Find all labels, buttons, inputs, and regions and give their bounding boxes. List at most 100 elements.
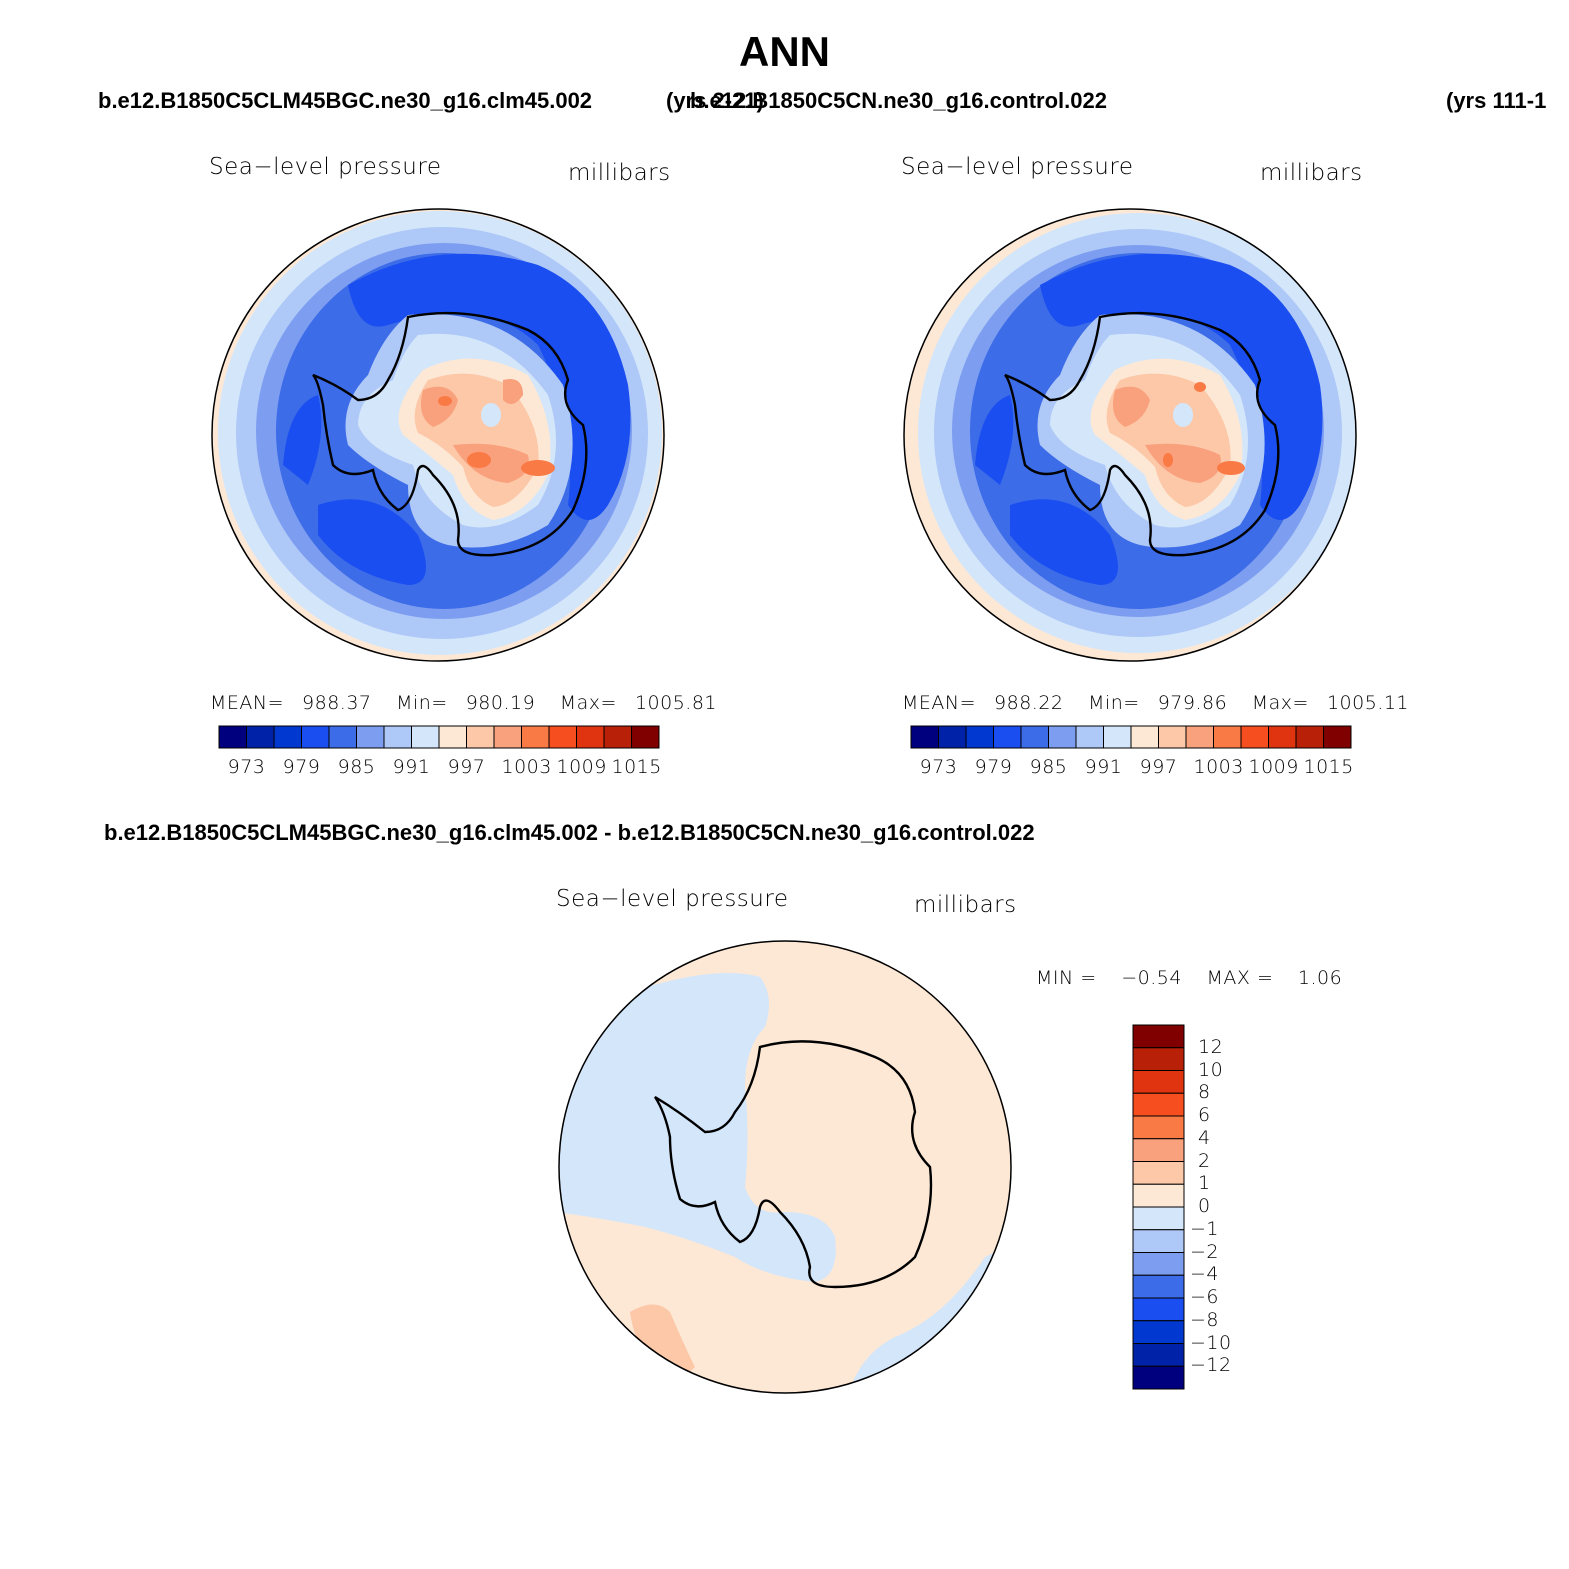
years-label-right: (yrs 111-1 xyxy=(1446,88,1547,113)
colorbar-right-swatch xyxy=(1213,725,1242,749)
colorbar-diff-swatch xyxy=(1132,1320,1185,1344)
min-value-right: 979.86 xyxy=(1157,692,1228,714)
colorbar-diff-swatch xyxy=(1132,1274,1185,1299)
colorbar-left-tick-label: 997 xyxy=(447,756,486,778)
colorbar-diff xyxy=(1132,1024,1185,1390)
colorbar-right-swatch xyxy=(993,725,1022,749)
colorbar-right-tick-label: 1003 xyxy=(1193,756,1244,778)
colorbar-labels-diff: 12 10 8 6 4 2 1 0 −1 −2 −4 −6 −8 −10 −12 xyxy=(1190,1023,1250,1391)
colorbar-diff-tick-label: 6 xyxy=(1198,1104,1211,1126)
case-label-right: b.e12.B1850C5CN.ne30_g16.control.022 xyxy=(690,88,1107,113)
colorbar-right-swatch xyxy=(1130,725,1159,749)
colorbar-left-swatch xyxy=(356,725,385,749)
slp-map-left xyxy=(211,208,665,662)
colorbar-left-tick-label: 1003 xyxy=(501,756,552,778)
slp-diff-map xyxy=(558,940,1012,1394)
colorbar-left-swatch xyxy=(438,725,467,749)
colorbar-right-tick-label: 979 xyxy=(974,756,1013,778)
diff-max-label: MAX = xyxy=(1206,967,1274,989)
colorbar-right-tick-label: 973 xyxy=(919,756,958,778)
colorbar-left-swatch xyxy=(411,725,440,749)
colorbar-right-swatch xyxy=(1240,725,1269,749)
colorbar-right-swatch xyxy=(1103,725,1132,749)
colorbar-left-swatch xyxy=(383,725,412,749)
colorbar-diff-swatch xyxy=(1132,1138,1185,1162)
diff-max-value: 1.06 xyxy=(1297,967,1343,989)
colorbar-left-swatch xyxy=(246,725,275,749)
colorbar-diff-tick-label: −8 xyxy=(1190,1308,1220,1331)
colorbar-diff-tick-label: 10 xyxy=(1198,1058,1224,1081)
units-label-right: millibars xyxy=(1260,160,1363,186)
colorbar-diff-swatch xyxy=(1132,1365,1185,1390)
colorbar-right-swatch xyxy=(1075,725,1104,749)
slp-map-right xyxy=(903,208,1357,662)
colorbar-left-tick-label: 979 xyxy=(282,756,321,778)
colorbar-left-tick-label: 973 xyxy=(227,756,266,778)
colorbar-diff-tick-label: −6 xyxy=(1190,1286,1220,1308)
colorbar-diff-swatch xyxy=(1132,1297,1185,1322)
colorbar-left-swatch xyxy=(521,725,550,749)
colorbar-right-swatch xyxy=(1323,725,1352,749)
colorbar-right-swatch xyxy=(938,725,967,749)
colorbar-left-tick-label: 1015 xyxy=(611,756,662,778)
colorbar-left-tick-label: 1009 xyxy=(556,756,607,778)
colorbar-right-swatch xyxy=(1048,725,1077,749)
colorbar-diff-tick-label: 2 xyxy=(1198,1149,1211,1172)
colorbar-diff-tick-label: 0 xyxy=(1198,1195,1211,1217)
colorbar-right-tick-label: 1015 xyxy=(1303,756,1354,778)
colorbar-diff-swatch xyxy=(1132,1183,1185,1208)
colorbar-diff-tick-label: −1 xyxy=(1190,1217,1220,1240)
colorbar-right-swatch xyxy=(910,725,939,749)
colorbar-diff-tick-label: −12 xyxy=(1190,1354,1232,1377)
years-label-left: (yrs 2-21) xyxy=(666,88,764,113)
variable-label-right: Sea−level pressure xyxy=(901,154,1134,180)
case-label-left: b.e12.B1850C5CLM45BGC.ne30_g16.clm45.002 xyxy=(98,88,593,113)
stats-left: MEAN= 988.37 Min= 980.19 Max= 1005.81 xyxy=(210,692,735,714)
mean-label-left: MEAN= xyxy=(210,692,285,714)
colorbar-diff-tick-label: 12 xyxy=(1198,1035,1224,1058)
colorbar-diff-swatch xyxy=(1132,1115,1185,1140)
colorbar-left-swatch xyxy=(273,725,302,749)
main-title: ANN xyxy=(739,28,830,75)
mean-value-right: 988.22 xyxy=(994,692,1064,714)
colorbar-left-swatch xyxy=(328,725,357,749)
variable-label-left: Sea−level pressure xyxy=(209,154,442,180)
variable-label-diff: Sea−level pressure xyxy=(556,886,789,912)
colorbar-left-tick-label: 985 xyxy=(337,756,376,778)
min-value-left: 980.19 xyxy=(465,692,536,714)
colorbar-right-tick-label: 1009 xyxy=(1248,756,1299,778)
colorbar-diff-swatch xyxy=(1132,1161,1185,1185)
max-value-left: 1005.81 xyxy=(634,692,718,714)
colorbar-labels-left: 973 979 985 991 997 1003 1009 1015 xyxy=(217,756,662,780)
colorbar-diff-swatch xyxy=(1132,1092,1185,1117)
colorbar-diff-swatch xyxy=(1132,1343,1185,1367)
colorbar-right-swatch xyxy=(1185,725,1214,749)
colorbar-right-swatch xyxy=(1295,725,1324,749)
max-value-right: 1005.11 xyxy=(1326,692,1410,714)
colorbar-right-tick-label: 991 xyxy=(1084,756,1123,778)
colorbar-diff-tick-label: −4 xyxy=(1190,1263,1220,1286)
colorbar-left-swatch xyxy=(576,725,605,749)
diff-stats: MIN = −0.54 MAX = 1.06 xyxy=(1036,967,1360,989)
colorbar-right-tick-label: 985 xyxy=(1029,756,1068,778)
colorbar-diff-swatch xyxy=(1132,1206,1185,1231)
colorbar-diff-tick-label: −10 xyxy=(1190,1331,1232,1354)
colorbar-diff-tick-label: 8 xyxy=(1198,1081,1211,1104)
diff-min-label: MIN = xyxy=(1036,967,1097,989)
colorbar-right-swatch xyxy=(1020,725,1049,749)
colorbar-left xyxy=(218,725,660,749)
units-label-diff: millibars xyxy=(914,892,1017,918)
colorbar-diff-swatch xyxy=(1132,1229,1185,1253)
colorbar-diff-tick-label: 4 xyxy=(1198,1126,1211,1149)
colorbar-left-swatch xyxy=(301,725,330,749)
colorbar-left-swatch xyxy=(466,725,495,749)
colorbar-right-swatch xyxy=(965,725,994,749)
min-label-left: Min= xyxy=(396,692,448,714)
stats-right: MEAN= 988.22 Min= 979.86 Max= 1005.11 xyxy=(902,692,1427,714)
diff-min-value: −0.54 xyxy=(1121,967,1182,989)
colorbar-diff-swatch xyxy=(1132,1252,1185,1276)
colorbar-diff-swatch xyxy=(1132,1070,1185,1094)
max-label-right: Max= xyxy=(1251,692,1309,714)
colorbar-right-swatch xyxy=(1158,725,1187,749)
colorbar-right xyxy=(910,725,1352,749)
